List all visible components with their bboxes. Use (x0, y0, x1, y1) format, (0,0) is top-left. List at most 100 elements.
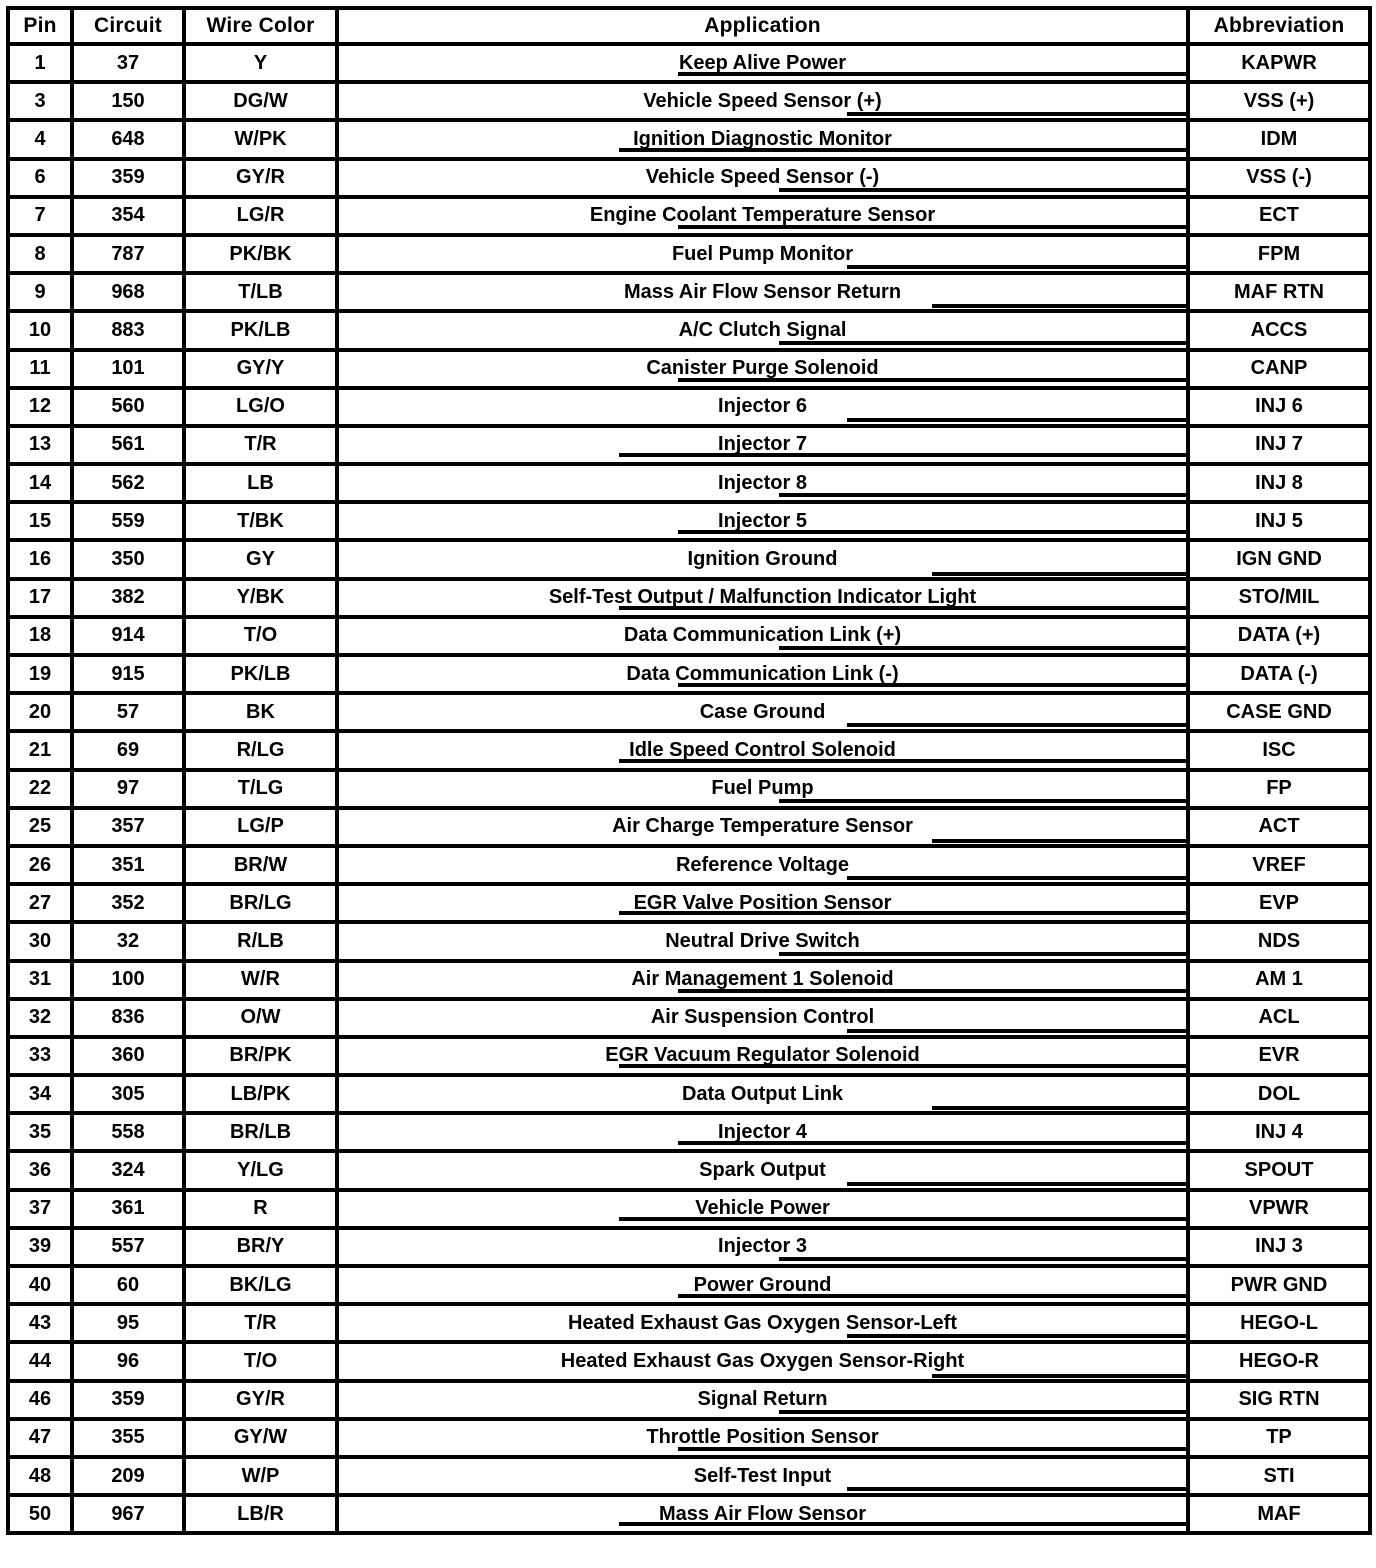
cell-abbreviation: SPOUT (1186, 1149, 1372, 1192)
cell-wire-color: LG/P (182, 805, 339, 848)
cell-abbreviation: INJ 3 (1186, 1225, 1372, 1269)
cell-wire-color: T/LG (182, 767, 339, 810)
cell-circuit: 37 (70, 41, 186, 85)
cell-application: Injector 3 (335, 1225, 1190, 1269)
table-row: 19 915 PK/LB Data Communication Link (-) DAT… (6, 652, 1372, 696)
cell-pin: 43 (6, 1302, 74, 1345)
table-row: 11 101 GY/Y Canister Purge Solenoid CANP (6, 347, 1372, 390)
cell-wire-color: DG/W (182, 80, 339, 123)
cell-abbreviation: STI (1186, 1454, 1372, 1498)
cell-pin: 3 (6, 80, 74, 123)
cell-abbreviation: ECT (1186, 194, 1372, 237)
cell-application: Mass Air Flow Sensor (335, 1493, 1190, 1536)
cell-wire-color: T/R (182, 423, 339, 467)
table-row: 46 359 GY/R Signal Return SIG RTN (6, 1378, 1372, 1421)
table-row: 22 97 T/LG Fuel Pump FP (6, 767, 1372, 810)
cell-circuit: 382 (70, 576, 186, 619)
cell-wire-color: GY/R (182, 1378, 339, 1421)
cell-application: Reference Voltage (335, 843, 1190, 887)
cell-circuit: 883 (70, 309, 186, 352)
cell-pin: 9 (6, 271, 74, 314)
cell-circuit: 359 (70, 156, 186, 199)
cell-pin: 47 (6, 1416, 74, 1459)
cell-pin: 15 (6, 500, 74, 543)
cell-pin: 22 (6, 767, 74, 810)
cell-circuit: 915 (70, 652, 186, 696)
cell-pin: 12 (6, 385, 74, 428)
cell-pin: 34 (6, 1073, 74, 1116)
cell-circuit: 150 (70, 80, 186, 123)
cell-pin: 33 (6, 1034, 74, 1078)
cell-pin: 14 (6, 462, 74, 505)
table-row: 35 558 BR/LB Injector 4 INJ 4 (6, 1111, 1372, 1154)
cell-circuit: 32 (70, 920, 186, 963)
table-row: 31 100 W/R Air Management 1 Solenoid AM 1 (6, 958, 1372, 1001)
cell-application: Fuel Pump Monitor (335, 232, 1190, 276)
table-row: 27 352 BR/LG EGR Valve Position Sensor EVP (6, 882, 1372, 925)
cell-wire-color: BK (182, 691, 339, 734)
cell-wire-color: PK/LB (182, 309, 339, 352)
cell-application: Fuel Pump (335, 767, 1190, 810)
cell-wire-color: GY/R (182, 156, 339, 199)
cell-abbreviation: EVR (1186, 1034, 1372, 1078)
cell-pin: 50 (6, 1493, 74, 1536)
cell-pin: 37 (6, 1187, 74, 1230)
cell-circuit: 100 (70, 958, 186, 1001)
cell-circuit: 350 (70, 538, 186, 581)
cell-wire-color: T/R (182, 1302, 339, 1345)
table-row: 21 69 R/LG Idle Speed Control Solenoid ISC (6, 729, 1372, 772)
cell-wire-color: O/W (182, 996, 339, 1039)
cell-abbreviation: MAF RTN (1186, 271, 1372, 314)
cell-wire-color: GY/Y (182, 347, 339, 390)
cell-abbreviation: MAF (1186, 1493, 1372, 1536)
cell-pin: 4 (6, 118, 74, 161)
cell-pin: 35 (6, 1111, 74, 1154)
table-row: 50 967 LB/R Mass Air Flow Sensor MAF (6, 1493, 1372, 1536)
cell-abbreviation: NDS (1186, 920, 1372, 963)
cell-circuit: 967 (70, 1493, 186, 1536)
pinout-table-body: 1 37 Y Keep Alive Power KAPWR 3 150 DG/W Vehicle… (6, 41, 1372, 1536)
table-row: 43 95 T/R Heated Exhaust Gas Oxygen Sensor-… (6, 1302, 1372, 1345)
cell-circuit: 352 (70, 882, 186, 925)
cell-wire-color: BK/LG (182, 1263, 339, 1307)
cell-application: Signal Return (335, 1378, 1190, 1421)
cell-application: Heated Exhaust Gas Oxygen Sensor-Left (335, 1302, 1190, 1345)
cell-pin: 17 (6, 576, 74, 619)
table-row: 25 357 LG/P Air Charge Temperature Sensor AC… (6, 805, 1372, 848)
table-row: 30 32 R/LB Neutral Drive Switch NDS (6, 920, 1372, 963)
cell-circuit: 836 (70, 996, 186, 1039)
table-row: 39 557 BR/Y Injector 3 INJ 3 (6, 1225, 1372, 1269)
cell-application: Self-Test Output / Malfunction Indicator… (335, 576, 1190, 619)
cell-circuit: 361 (70, 1187, 186, 1230)
cell-pin: 13 (6, 423, 74, 467)
table-row: 18 914 T/O Data Communication Link (+) DATA … (6, 614, 1372, 658)
cell-application: Air Charge Temperature Sensor (335, 805, 1190, 848)
cell-wire-color: BR/Y (182, 1225, 339, 1269)
cell-circuit: 360 (70, 1034, 186, 1078)
cell-wire-color: LB/R (182, 1493, 339, 1536)
cell-wire-color: Y (182, 41, 339, 85)
cell-pin: 31 (6, 958, 74, 1001)
column-header-circuit: Circuit (70, 6, 186, 46)
cell-pin: 48 (6, 1454, 74, 1498)
cell-wire-color: LG/R (182, 194, 339, 237)
cell-circuit: 357 (70, 805, 186, 848)
cell-circuit: 557 (70, 1225, 186, 1269)
column-header-application: Application (335, 6, 1190, 46)
cell-pin: 40 (6, 1263, 74, 1307)
table-row: 12 560 LG/O Injector 6 INJ 6 (6, 385, 1372, 428)
cell-pin: 21 (6, 729, 74, 772)
table-row: 26 351 BR/W Reference Voltage VREF (6, 843, 1372, 887)
column-header-abbreviation: Abbreviation (1186, 6, 1372, 46)
cell-wire-color: GY/W (182, 1416, 339, 1459)
cell-abbreviation: CASE GND (1186, 691, 1372, 734)
cell-abbreviation: TP (1186, 1416, 1372, 1459)
cell-wire-color: BR/LG (182, 882, 339, 925)
cell-abbreviation: INJ 6 (1186, 385, 1372, 428)
cell-pin: 27 (6, 882, 74, 925)
table-row: 32 836 O/W Air Suspension Control ACL (6, 996, 1372, 1039)
table-row: 47 355 GY/W Throttle Position Sensor TP (6, 1416, 1372, 1459)
cell-wire-color: BR/LB (182, 1111, 339, 1154)
cell-application: Self-Test Input (335, 1454, 1190, 1498)
table-row: 4 648 W/PK Ignition Diagnostic Monitor IDM (6, 118, 1372, 161)
